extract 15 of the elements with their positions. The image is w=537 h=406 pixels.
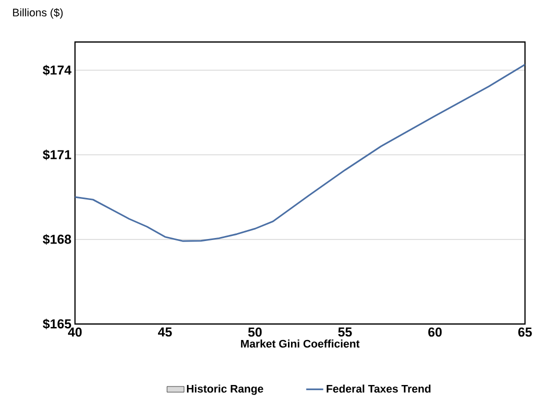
y-tick-label: $171 [42,150,72,160]
legend-label: Historic Range [186,384,264,395]
x-tick-label: 65 [518,328,532,337]
line-series [75,64,526,242]
legend-label: Federal Taxes Trend [326,384,430,393]
y-tick-label: $165 [42,318,72,330]
x-tick-label: 50 [248,328,262,337]
x-tick-label: 60 [428,328,442,337]
x-tick-label: 45 [158,328,172,337]
x-tick-label: 40 [68,328,82,337]
y-axis-title: Billions ($) [13,8,63,19]
x-axis-title: Market Gini Coefficient [241,340,360,348]
y-tick-label: $168 [42,234,72,245]
y-tick-label: $174 [42,64,72,76]
x-tick-label: 55 [338,328,352,337]
